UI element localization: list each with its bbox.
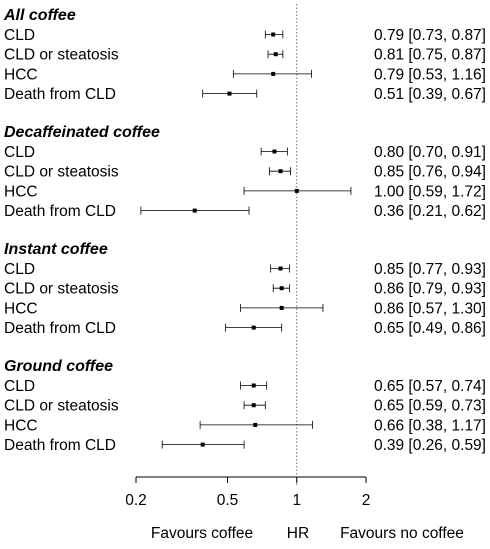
group-title: Decaffeinated coffee xyxy=(4,124,160,141)
row-label: HCC xyxy=(4,183,38,200)
row-label: CLD xyxy=(4,261,35,278)
favours-no-coffee-label: Favours no coffee xyxy=(340,525,464,542)
hr-point xyxy=(251,325,256,330)
row-label: Death from CLD xyxy=(4,203,116,220)
hr-point xyxy=(251,403,256,408)
row-label: CLD or steatosis xyxy=(4,164,119,181)
row-hr-ci: 1.00 [0.59, 1.72] xyxy=(374,183,486,200)
hr-point xyxy=(278,169,283,174)
hr-point xyxy=(279,286,284,291)
row-hr-ci: 0.85 [0.76, 0.94] xyxy=(374,164,486,181)
row-hr-ci: 0.36 [0.21, 0.62] xyxy=(374,203,486,220)
hr-point xyxy=(273,52,278,57)
row-hr-ci: 0.80 [0.70, 0.91] xyxy=(374,144,486,161)
row-label: CLD xyxy=(4,144,35,161)
row-label: CLD or steatosis xyxy=(4,281,119,298)
row-label: Death from CLD xyxy=(4,320,116,337)
hr-point xyxy=(272,149,277,154)
x-tick-label: 1 xyxy=(292,492,301,509)
row-label: Death from CLD xyxy=(4,86,116,103)
row-hr-ci: 0.79 [0.53, 1.16] xyxy=(374,66,486,83)
row-label: HCC xyxy=(4,300,38,317)
row-hr-ci: 0.65 [0.59, 0.73] xyxy=(374,398,486,415)
x-tick-label: 2 xyxy=(362,492,371,509)
hr-point xyxy=(192,208,197,213)
hr-point xyxy=(200,442,205,447)
row-label: HCC xyxy=(4,66,38,83)
row-hr-ci: 0.86 [0.57, 1.30] xyxy=(374,300,486,317)
row-hr-ci: 0.65 [0.57, 0.74] xyxy=(374,378,486,395)
x-tick-label: 0.2 xyxy=(125,492,147,509)
hr-point xyxy=(253,422,258,427)
x-axis: 0.2 0.5 1 2 xyxy=(125,476,371,509)
row-hr-ci: 0.51 [0.39, 0.67] xyxy=(374,86,486,103)
hr-point xyxy=(294,188,299,193)
hr-point xyxy=(251,383,256,388)
hr-label: HR xyxy=(287,525,309,542)
group-title: Instant coffee xyxy=(4,241,108,258)
row-label: Death from CLD xyxy=(4,437,116,454)
hr-point xyxy=(278,266,283,271)
row-hr-ci: 0.86 [0.79, 0.93] xyxy=(374,281,486,298)
x-tick-label: 0.5 xyxy=(217,492,239,509)
row-hr-ci: 0.81 [0.75, 0.87] xyxy=(374,47,486,64)
row-label: CLD or steatosis xyxy=(4,47,119,64)
row-hr-ci: 0.65 [0.49, 0.86] xyxy=(374,320,486,337)
group-title: All coffee xyxy=(3,7,76,24)
favours-coffee-label: Favours coffee xyxy=(151,525,253,542)
row-label: CLD xyxy=(4,378,35,395)
footer: Favours coffee HR Favours no coffee xyxy=(151,525,464,542)
row-label: CLD or steatosis xyxy=(4,398,119,415)
row-label: CLD xyxy=(4,27,35,44)
row-hr-ci: 0.66 [0.38, 1.17] xyxy=(374,417,486,434)
row-hr-ci: 0.85 [0.77, 0.93] xyxy=(374,261,486,278)
hr-point xyxy=(271,71,276,76)
hr-point xyxy=(271,32,276,37)
row-label: HCC xyxy=(4,417,38,434)
group-title: Ground coffee xyxy=(4,358,113,375)
hr-point xyxy=(279,305,284,310)
row-hr-ci: 0.79 [0.73, 0.87] xyxy=(374,27,486,44)
rows-layer: All coffee CLD 0.79 [0.73, 0.87] CLD or ste… xyxy=(3,7,486,454)
hr-point xyxy=(227,91,232,96)
row-hr-ci: 0.39 [0.26, 0.59] xyxy=(374,437,486,454)
